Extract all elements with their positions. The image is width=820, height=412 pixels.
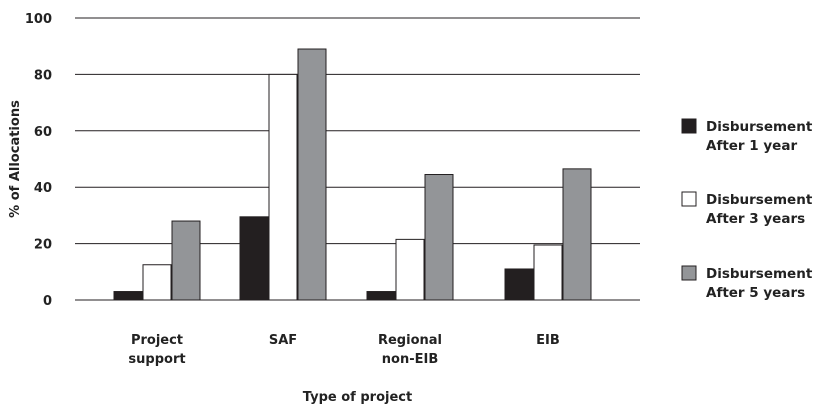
bar (239, 216, 269, 301)
bar (113, 291, 143, 301)
bar (395, 238, 425, 301)
y-tick-label: 0 (43, 294, 52, 309)
x-category-label: non-EIB (382, 352, 438, 367)
bar (268, 73, 298, 301)
legend-label: Disbursement (706, 266, 813, 282)
legend-swatch (681, 265, 697, 281)
x-axis-title: Type of project (303, 390, 412, 405)
legend-label: After 1 year (706, 138, 797, 154)
x-category-label: support (128, 352, 185, 367)
bar (171, 220, 201, 301)
legend-swatch (681, 118, 697, 134)
bar (533, 244, 563, 301)
y-tick-label: 80 (34, 68, 52, 83)
bar (562, 168, 592, 301)
y-tick-label: 60 (34, 125, 52, 140)
bar (297, 48, 327, 301)
legend-label: After 5 years (706, 285, 805, 301)
bar (142, 264, 172, 301)
x-category-label: EIB (536, 333, 560, 348)
legend-label: Disbursement (706, 119, 813, 135)
bar (504, 268, 534, 301)
y-axis-title: % of Allocations (8, 100, 23, 218)
x-category-label: SAF (269, 333, 297, 348)
y-tick-label: 100 (25, 12, 52, 27)
x-category-label: Project (131, 333, 183, 348)
legend-swatch (681, 191, 697, 207)
legend-label: Disbursement (706, 192, 813, 208)
y-tick-label: 20 (34, 238, 52, 253)
bar (366, 291, 396, 301)
y-tick-label: 40 (34, 181, 52, 196)
legend-label: After 3 years (706, 211, 805, 227)
x-category-label: Regional (378, 333, 442, 348)
bar (424, 174, 454, 301)
